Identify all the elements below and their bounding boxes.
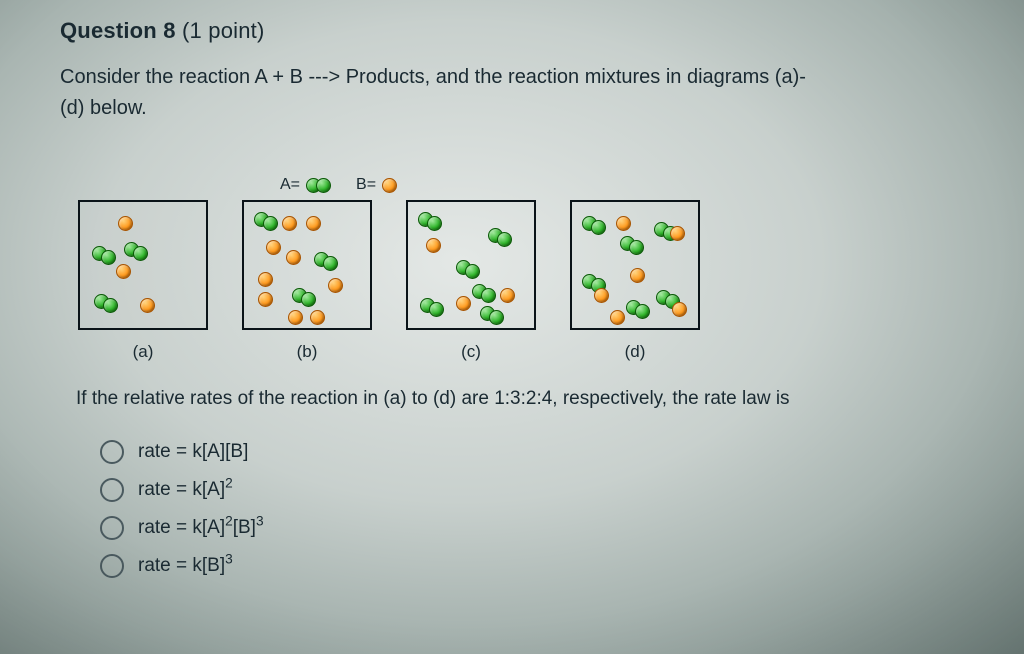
- panel-label: (a): [133, 342, 154, 362]
- molecule-a-icon: [465, 264, 480, 279]
- panel-label: (b): [297, 342, 318, 362]
- molecule-b-icon: [310, 310, 325, 325]
- option-2[interactable]: rate = k[A]2: [100, 478, 264, 502]
- molecule-b-icon: [670, 226, 685, 241]
- legend-b: B=: [356, 176, 396, 194]
- question-stem: Consider the reaction A + B ---> Product…: [60, 62, 970, 124]
- molecule-b-icon: [500, 288, 515, 303]
- molecule-b-icon: [258, 292, 273, 307]
- molecule-b-icon: [594, 288, 609, 303]
- panel-box: [78, 200, 208, 330]
- legend: A= B=: [280, 176, 396, 194]
- molecule-a-icon: [101, 250, 116, 265]
- molecule-b-icon: [610, 310, 625, 325]
- panel-b: (b): [242, 200, 372, 362]
- option-label: rate = k[B]3: [138, 555, 233, 577]
- molecule-b-icon: [116, 264, 131, 279]
- molecule-a-icon: [629, 240, 644, 255]
- legend-a-icon: [306, 178, 334, 192]
- molecule-b-icon: [266, 240, 281, 255]
- panel-a: (a): [78, 200, 208, 362]
- molecule-a-icon: [103, 298, 118, 313]
- molecule-b-icon: [118, 216, 133, 231]
- molecule-b-icon: [288, 310, 303, 325]
- molecule-b-icon: [456, 296, 471, 311]
- question-points: (1 point): [182, 18, 265, 43]
- panel-d: (d): [570, 200, 700, 362]
- radio-icon[interactable]: [100, 516, 124, 540]
- panel-c: (c): [406, 200, 536, 362]
- legend-b-icon: [382, 178, 396, 192]
- molecule-a-icon: [481, 288, 496, 303]
- stem-line-1: Consider the reaction A + B ---> Product…: [60, 62, 970, 93]
- molecule-a-icon: [489, 310, 504, 325]
- molecule-b-icon: [328, 278, 343, 293]
- molecule-b-icon: [306, 216, 321, 231]
- molecule-a-icon: [591, 220, 606, 235]
- question-prefix: Question: [60, 18, 157, 43]
- molecule-a-icon: [635, 304, 650, 319]
- molecule-b-icon: [426, 238, 441, 253]
- legend-a-label: A=: [280, 176, 300, 194]
- option-3[interactable]: rate = k[A]2[B]3: [100, 516, 264, 540]
- legend-b-label: B=: [356, 176, 376, 194]
- molecule-a-icon: [133, 246, 148, 261]
- molecule-b-icon: [140, 298, 155, 313]
- molecule-b-icon: [630, 268, 645, 283]
- panel-label: (c): [461, 342, 481, 362]
- panel-label: (d): [625, 342, 646, 362]
- question-title: Question 8 (1 point): [60, 18, 970, 44]
- molecule-b-icon: [282, 216, 297, 231]
- molecule-a-icon: [263, 216, 278, 231]
- stem-line-2: (d) below.: [60, 93, 970, 124]
- molecule-b-icon: [672, 302, 687, 317]
- question-number: 8: [163, 18, 175, 43]
- option-4[interactable]: rate = k[B]3: [100, 554, 264, 578]
- option-label: rate = k[A]2: [138, 479, 233, 501]
- molecule-b-icon: [258, 272, 273, 287]
- molecule-a-icon: [323, 256, 338, 271]
- molecule-a-icon: [429, 302, 444, 317]
- diagram-panels: (a) (b) (c) (d): [78, 200, 700, 362]
- panel-box: [406, 200, 536, 330]
- option-label: rate = k[A][B]: [138, 441, 248, 463]
- molecule-a-icon: [497, 232, 512, 247]
- legend-a: A=: [280, 176, 334, 194]
- ratio-text: If the relative rates of the reaction in…: [76, 388, 956, 410]
- molecule-a-icon: [301, 292, 316, 307]
- answer-options: rate = k[A][B] rate = k[A]2 rate = k[A]2[B…: [100, 440, 264, 578]
- radio-icon[interactable]: [100, 554, 124, 578]
- option-label: rate = k[A]2[B]3: [138, 517, 264, 539]
- option-1[interactable]: rate = k[A][B]: [100, 440, 264, 464]
- panel-box: [242, 200, 372, 330]
- molecule-a-icon: [427, 216, 442, 231]
- molecule-b-icon: [616, 216, 631, 231]
- molecule-b-icon: [286, 250, 301, 265]
- radio-icon[interactable]: [100, 478, 124, 502]
- panel-box: [570, 200, 700, 330]
- radio-icon[interactable]: [100, 440, 124, 464]
